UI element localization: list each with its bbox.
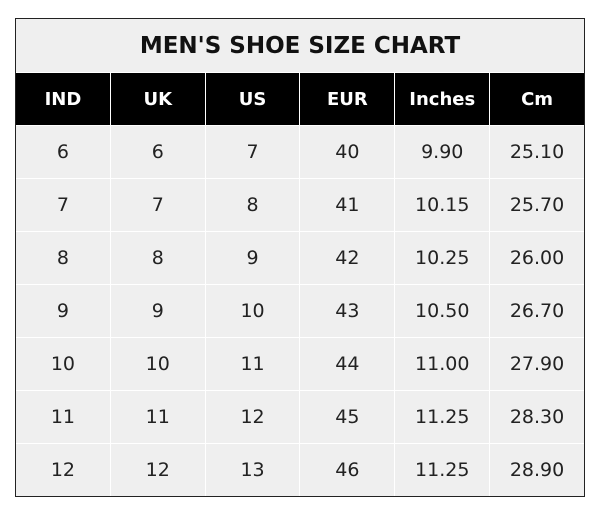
table-cell: 12 (109, 444, 205, 496)
shoe-size-table: MEN'S SHOE SIZE CHART IND UK US EUR Inches Cm… (15, 18, 585, 497)
table-row: 7 7 8 41 10.15 25.70 (16, 178, 584, 231)
column-header: Cm (489, 73, 584, 125)
table-cell: 10 (50, 353, 75, 375)
column-header: EUR (299, 73, 394, 125)
table-row: 6 6 7 40 9.90 25.10 (16, 125, 584, 178)
table-cell: 11.25 (394, 444, 489, 496)
table-row: 10 10 11 44 11.00 27.90 (16, 337, 584, 390)
table-cell: 10 (109, 338, 205, 390)
table-cell: 28.30 (489, 391, 584, 443)
table-cell: 11.00 (394, 338, 489, 390)
table-cell: 26.00 (489, 232, 584, 284)
table-row: 8 8 9 42 10.25 26.00 (16, 231, 584, 284)
table-cell: 10 (204, 285, 300, 337)
table-cell: 12 (204, 391, 300, 443)
table-cell: 10.15 (394, 179, 489, 231)
table-cell: 11 (204, 338, 300, 390)
table-cell: 6 (56, 141, 69, 163)
table-cell: 40 (299, 126, 394, 178)
table-cell: 11 (109, 391, 205, 443)
table-cell: 7 (204, 126, 300, 178)
table-cell: 28.90 (489, 444, 584, 496)
table-cell: 41 (299, 179, 394, 231)
table-cell: 9.90 (394, 126, 489, 178)
table-row: 11 11 12 45 11.25 28.30 (16, 390, 584, 443)
column-header: US (204, 73, 300, 125)
table-cell: 9 (204, 232, 300, 284)
column-header: UK (109, 73, 205, 125)
table-cell: 8 (56, 247, 69, 269)
table-cell: 10.50 (394, 285, 489, 337)
table-row: 12 12 13 46 11.25 28.90 (16, 443, 584, 496)
table-cell: 9 (109, 285, 205, 337)
table-cell: 10.25 (394, 232, 489, 284)
table-cell: 26.70 (489, 285, 584, 337)
table-cell: 12 (50, 459, 75, 481)
table-cell: 7 (56, 194, 69, 216)
table-cell: 42 (299, 232, 394, 284)
table-body: 6 6 7 40 9.90 25.10 7 7 8 41 10.15 25.70 8 8 9 42 10.25 2… (16, 125, 584, 496)
table-cell: 11 (50, 406, 75, 428)
table-title: MEN'S SHOE SIZE CHART (16, 19, 584, 73)
table-cell: 45 (299, 391, 394, 443)
header-row: IND UK US EUR Inches Cm (16, 73, 584, 125)
table-cell: 25.70 (489, 179, 584, 231)
column-header: Inches (394, 73, 489, 125)
table-cell: 8 (204, 179, 300, 231)
table-cell: 7 (109, 179, 205, 231)
table-cell: 27.90 (489, 338, 584, 390)
table-cell: 9 (56, 300, 69, 322)
table-cell: 46 (299, 444, 394, 496)
table-row: 9 9 10 43 10.50 26.70 (16, 284, 584, 337)
table-cell: 11.25 (394, 391, 489, 443)
table-cell: 43 (299, 285, 394, 337)
table-cell: 6 (109, 126, 205, 178)
table-cell: 44 (299, 338, 394, 390)
table-cell: 25.10 (489, 126, 584, 178)
table-cell: 13 (204, 444, 300, 496)
column-header: IND (44, 88, 82, 110)
table-cell: 8 (109, 232, 205, 284)
